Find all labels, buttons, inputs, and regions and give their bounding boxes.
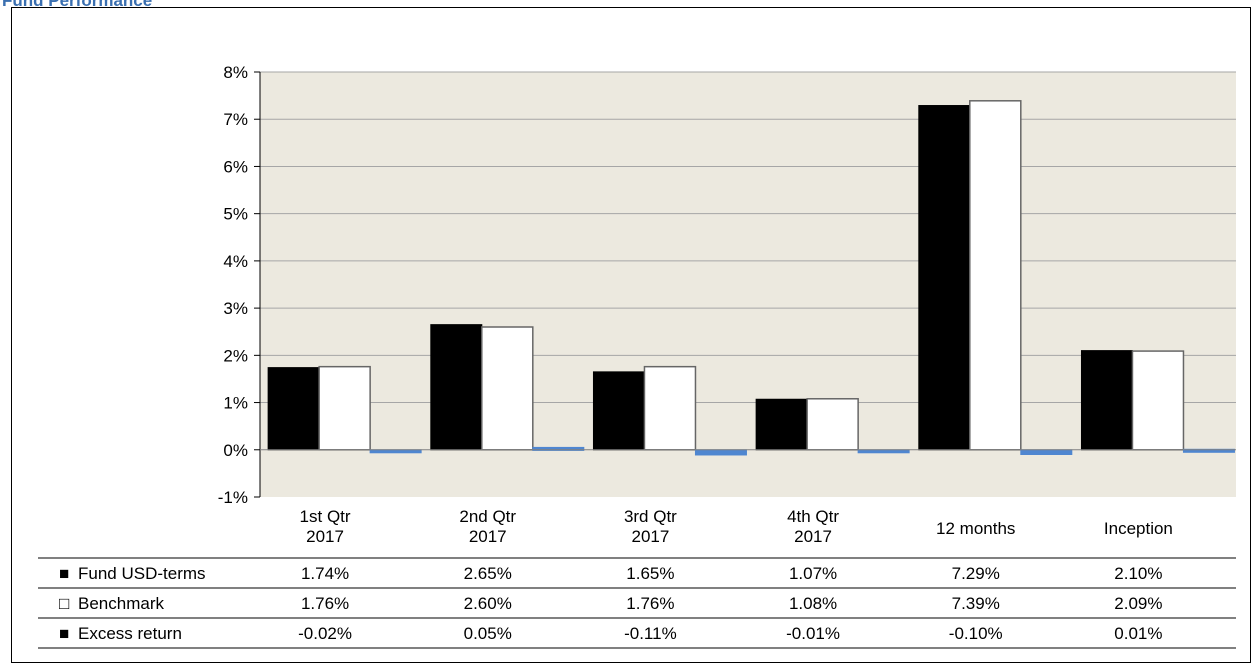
legend-symbol-icon: □ [59, 594, 69, 613]
category-labels: 1st Qtr 2017 2nd Qtr 2017 3rd Qtr 2017 4th Qtr… [300, 507, 1173, 546]
data-label: 2.60% [464, 594, 512, 613]
data-label: 2.10% [1114, 564, 1162, 583]
data-label: 1.08% [789, 594, 837, 613]
bar-excess-return [1020, 449, 1073, 455]
data-label: 2.65% [464, 564, 512, 583]
bar-benchmark [318, 365, 371, 451]
category-label: Inception [1104, 519, 1173, 538]
bars [267, 100, 1235, 456]
category-label: 2nd Qtr 2017 [459, 507, 516, 546]
data-label: 1.65% [626, 564, 674, 583]
bar-fund-usd-terms [592, 371, 645, 451]
bar-benchmark [643, 365, 697, 451]
bar-fund-usd-terms [267, 367, 320, 451]
data-label: -0.02% [298, 624, 352, 643]
y-tick-label: -1% [218, 488, 248, 507]
data-label: 7.39% [952, 594, 1000, 613]
data-label: -0.10% [949, 624, 1003, 643]
bar-benchmark [481, 326, 534, 451]
plot-area [260, 72, 1236, 497]
table-row: ■ Fund USD-terms 1.74% 2.65% 1.65% 1.07% 7.29%… [59, 564, 1163, 583]
bar-fund-usd-terms [430, 324, 483, 451]
series-name: Fund USD-terms [78, 564, 206, 583]
y-tick-label: 6% [223, 157, 248, 176]
bar-excess-return [694, 449, 747, 456]
category-label: 4th Qtr 2017 [787, 507, 839, 546]
data-label: 1.76% [626, 594, 674, 613]
category-label: 12 months [936, 519, 1015, 538]
axes: -1% 0% 1% 2% 3% 4% 5% 6% 7% 8% [218, 63, 1236, 507]
data-label: 1.76% [301, 594, 349, 613]
data-label: 1.74% [301, 564, 349, 583]
data-label: 2.09% [1114, 594, 1162, 613]
y-tick-label: 8% [223, 63, 248, 82]
bar-fund-usd-terms [918, 105, 971, 451]
bar-excess-return [532, 446, 585, 451]
y-tick-label: 5% [223, 205, 248, 224]
data-label: 1.07% [789, 564, 837, 583]
plot-background [260, 72, 1236, 497]
table-row: ■ Excess return -0.02% 0.05% -0.11% -0.01% -0.… [59, 624, 1163, 643]
bar-fund-usd-terms [1080, 350, 1133, 451]
gridlines [260, 71, 1236, 404]
y-tick-label: 4% [223, 252, 248, 271]
legend-symbol-icon: ■ [59, 624, 69, 643]
bar-benchmark [1131, 350, 1185, 451]
data-table: ■ Fund USD-terms 1.74% 2.65% 1.65% 1.07% 7.29%… [38, 557, 1236, 649]
data-label: -0.01% [786, 624, 840, 643]
category-label: 1st Qtr 2017 [300, 507, 351, 546]
bar-benchmark [969, 100, 1022, 451]
series-name: Benchmark [78, 594, 164, 613]
data-label: 7.29% [952, 564, 1000, 583]
y-tick-label: 3% [223, 299, 248, 318]
table-row: □ Benchmark 1.76% 2.60% 1.76% 1.08% 7.39% 2.09% [59, 594, 1163, 613]
bar-fund-usd-terms [755, 398, 808, 451]
bar-benchmark [806, 398, 859, 451]
data-label: 0.01% [1114, 624, 1162, 643]
data-label: 0.05% [464, 624, 512, 643]
page-title: Fund Performance [2, 0, 153, 10]
legend-symbol-icon: ■ [59, 564, 69, 583]
y-tick-label: 0% [223, 441, 248, 460]
y-tick-label: 7% [223, 110, 248, 129]
y-tick-label: 1% [223, 394, 248, 413]
category-label: 3rd Qtr 2017 [624, 507, 677, 546]
data-label: -0.11% [624, 624, 677, 643]
y-tick-label: 2% [223, 346, 248, 365]
series-name: Excess return [78, 624, 182, 643]
